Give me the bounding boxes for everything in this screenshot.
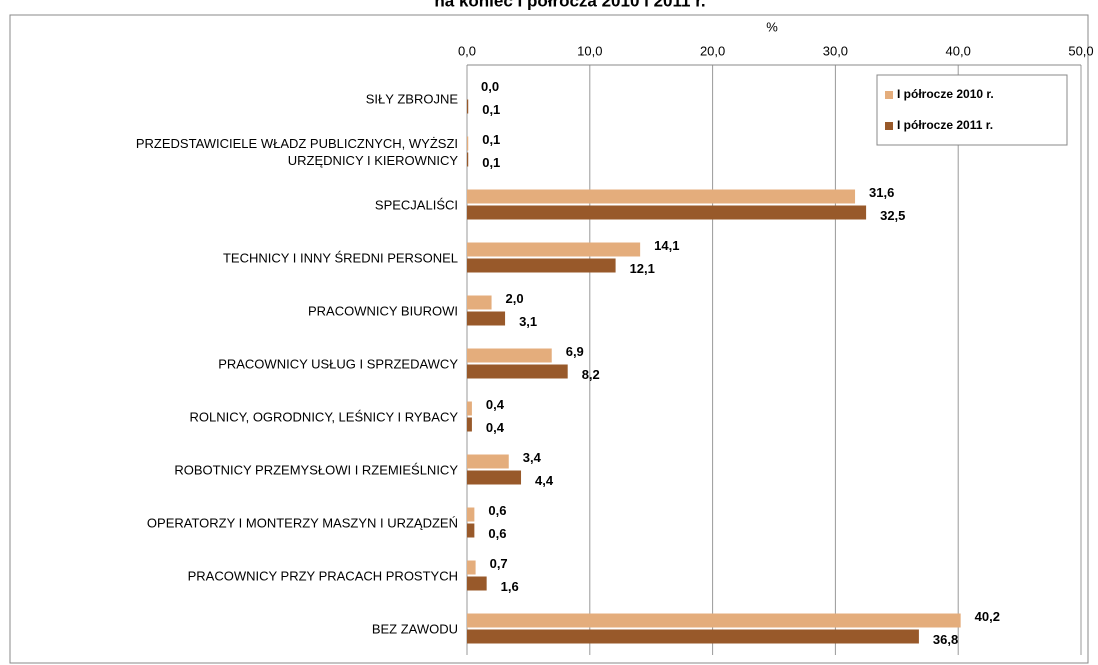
y-tick-label: PRACOWNICY PRZY PRACACH PROSTYCH — [187, 568, 458, 583]
x-tick-label: 40,0 — [946, 43, 971, 58]
data-label: 40,2 — [975, 609, 1000, 624]
x-tick-label: 10,0 — [577, 43, 602, 58]
data-label: 1,6 — [501, 579, 519, 594]
x-tick-label: 20,0 — [700, 43, 725, 58]
bar — [467, 470, 522, 485]
data-label: 6,9 — [566, 344, 584, 359]
data-label: 0,6 — [488, 526, 506, 541]
data-label: 36,8 — [933, 632, 958, 647]
data-label: 8,2 — [582, 367, 600, 382]
y-tick-label: TECHNICY I INNY ŚREDNI PERSONEL — [222, 250, 458, 265]
bar — [467, 205, 867, 220]
legend-box — [876, 74, 1068, 146]
bar — [467, 311, 506, 326]
bar — [467, 295, 492, 310]
data-label: 4,4 — [535, 473, 554, 488]
x-tick-label: 0,0 — [458, 43, 476, 58]
bar — [467, 258, 616, 273]
data-label: 0,4 — [486, 420, 505, 435]
bar — [467, 189, 856, 204]
y-tick-label: ROLNICY, OGRODNICY, LEŚNICY I RYBACY — [189, 409, 458, 424]
bar — [467, 523, 475, 538]
data-label: 0,7 — [490, 556, 508, 571]
legend-swatch — [885, 91, 893, 99]
y-tick-label: PRACOWNICY BIUROWI — [308, 303, 458, 318]
data-label: 3,1 — [519, 314, 537, 329]
data-label: 14,1 — [654, 238, 679, 253]
y-tick-label: PRZEDSTAWICIELE WŁADZ PUBLICZNYCH, WYŻSZ… — [135, 135, 458, 168]
y-tick-label: ROBOTNICY PRZEMYSŁOWI I RZEMIEŚLNICY — [174, 462, 458, 477]
bar — [467, 629, 919, 644]
bar — [467, 364, 568, 379]
axis-label: % — [766, 19, 778, 34]
bar — [467, 417, 472, 432]
bar — [467, 136, 469, 151]
data-label: 0,4 — [486, 397, 505, 412]
bar — [467, 348, 552, 363]
legend-label: I półrocze 2010 r. — [897, 87, 994, 101]
data-label: 0,1 — [482, 132, 500, 147]
legend-swatch — [885, 122, 893, 130]
data-label: 32,5 — [880, 208, 905, 223]
data-label: 0,1 — [482, 102, 500, 117]
data-label: 3,4 — [523, 450, 542, 465]
y-tick-label: OPERATORZY I MONTERZY MASZYN I URZĄDZEŃ — [146, 515, 458, 530]
bar — [467, 560, 476, 575]
y-tick-label: PRACOWNICY USŁUG I SPRZEDAWCY — [218, 356, 458, 371]
x-tick-label: 30,0 — [823, 43, 848, 58]
chart-border — [9, 14, 1089, 664]
bar — [467, 99, 469, 114]
data-label: 0,0 — [481, 79, 499, 94]
bar — [467, 454, 509, 469]
data-label: 12,1 — [630, 261, 655, 276]
data-label: 0,1 — [482, 155, 500, 170]
legend-label: I półrocze 2011 r. — [897, 118, 993, 132]
bar — [467, 242, 641, 257]
bar — [467, 576, 487, 591]
bar — [467, 613, 961, 628]
data-label: 0,6 — [488, 503, 506, 518]
bar — [467, 152, 469, 167]
x-tick-label: 50,0 — [1068, 43, 1093, 58]
data-label: 2,0 — [506, 291, 524, 306]
y-tick-label: SIŁY ZBROJNE — [365, 91, 458, 106]
bar — [467, 507, 475, 522]
chart-title: na koniec I półrocza 2010 i 2011 r. — [434, 0, 705, 10]
data-label: 31,6 — [869, 185, 894, 200]
y-tick-label: BEZ ZAWODU — [371, 621, 458, 636]
bar — [467, 401, 472, 416]
y-tick-label: SPECJALIŚCI — [374, 197, 458, 212]
